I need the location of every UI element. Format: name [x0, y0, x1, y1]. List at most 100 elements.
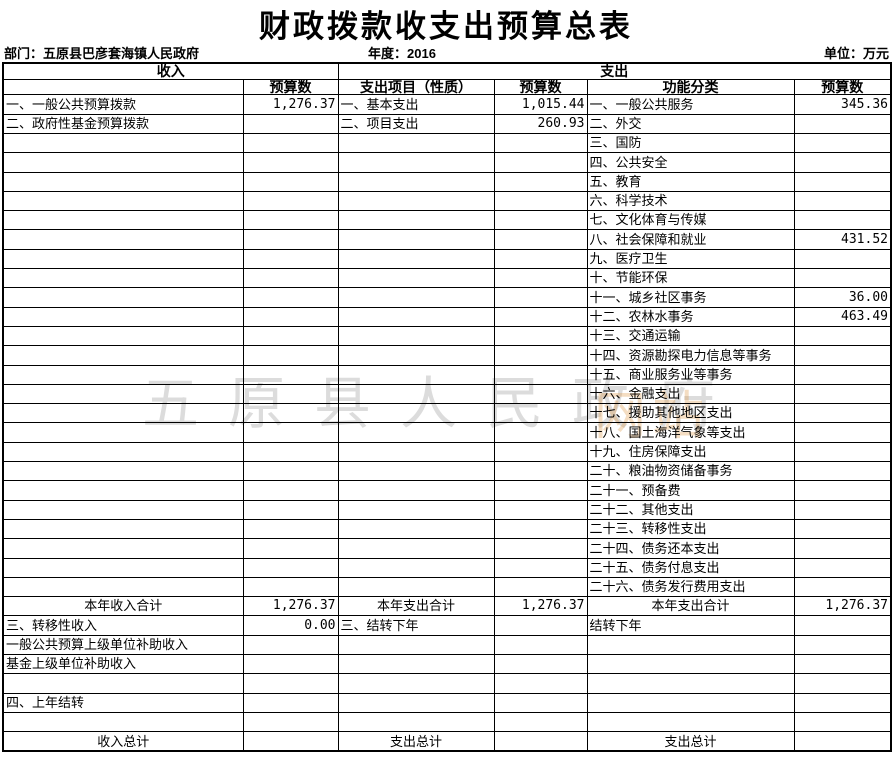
cell-item-value: [493, 190, 588, 212]
table-row: 十七、援助其他地区支出: [2, 403, 892, 424]
cell-item-label: [337, 248, 495, 270]
cell-func-label: 一、一般公共服务: [586, 94, 795, 115]
cell-item-label: [337, 171, 495, 192]
cell-func-value: 1,276.37: [793, 596, 892, 617]
income-budget-header: 预算数: [242, 78, 339, 96]
cell-item-value: [493, 518, 588, 540]
cell-func-label: 十七、援助其他地区支出: [586, 403, 795, 424]
cell-func-label: 十九、住房保障支出: [586, 441, 795, 463]
cell-income-label: 收入总计: [2, 731, 244, 752]
cell-func-value: [793, 132, 892, 154]
cell-income-value: [242, 480, 339, 501]
cell-item-label: [337, 711, 495, 733]
cell-item-value: [493, 634, 588, 655]
group-header-row: 收入 支出: [2, 62, 892, 80]
budget-table-body: 收入 支出 预算数 支出项目（性质） 预算数 功能分类 预算数 一、一般公共预算…: [2, 62, 892, 752]
cell-income-value: [242, 171, 339, 192]
table-row: 八、社会保障和就业 431.52: [2, 229, 892, 250]
cell-func-value: [793, 538, 892, 559]
cell-item-label: [337, 152, 495, 173]
table-row: 收入总计 支出总计 支出总计: [2, 731, 892, 752]
cell-income-label: [2, 576, 244, 598]
table-row: [2, 673, 892, 694]
cell-func-value: [793, 345, 892, 366]
table-row: 本年收入合计 1,276.37 本年支出合计 1,276.37 本年支出合计 1,276.…: [2, 596, 892, 617]
cell-func-value: [793, 461, 892, 482]
cell-func-value: [793, 364, 892, 385]
table-row: 二十二、其他支出: [2, 499, 892, 520]
cell-func-value: [793, 403, 892, 424]
cell-income-label: [2, 306, 244, 327]
cell-item-value: [493, 248, 588, 270]
cell-func-value: [793, 171, 892, 192]
cell-income-value: [242, 268, 339, 289]
cell-income-value: 0.00: [242, 615, 339, 636]
cell-item-value: [493, 441, 588, 463]
table-row: 九、医疗卫生: [2, 248, 892, 270]
cell-income-label: 一般公共预算上级单位补助收入: [2, 634, 244, 655]
cell-func-value: [793, 152, 892, 173]
cell-func-value: 431.52: [793, 229, 892, 250]
page-title: 财政拨款收支出预算总表: [259, 9, 633, 44]
cell-item-value: [493, 711, 588, 733]
cell-func-value: [793, 383, 892, 405]
cell-item-value: [493, 171, 588, 192]
cell-item-value: [493, 325, 588, 347]
table-row: 二、政府性基金预算拨款 二、项目支出 260.93 二、外交: [2, 113, 892, 134]
cell-func-value: [793, 422, 892, 443]
cell-func-label: 二十一、预备费: [586, 480, 795, 501]
table-row: 基金上级单位补助收入: [2, 653, 892, 675]
cell-func-label: 十一、城乡社区事务: [586, 287, 795, 308]
cell-item-label: [337, 345, 495, 366]
cell-func-value: [793, 268, 892, 289]
cell-income-value: [242, 422, 339, 443]
cell-item-label: [337, 132, 495, 154]
cell-income-value: [242, 518, 339, 540]
cell-item-label: [337, 190, 495, 212]
cell-item-label: [337, 576, 495, 598]
table-row: 六、科学技术: [2, 190, 892, 212]
cell-func-value: [793, 576, 892, 598]
cell-income-value: [242, 248, 339, 270]
func-budget-header: 预算数: [793, 78, 892, 96]
table-row: 四、公共安全: [2, 152, 892, 173]
table-row: 十六、金融支出: [2, 383, 892, 405]
cell-income-label: [2, 461, 244, 482]
cell-income-label: 四、上年结转: [2, 692, 244, 713]
cell-item-label: 支出总计: [337, 731, 495, 752]
cell-income-label: [2, 287, 244, 308]
table-row: 二十、粮油物资储备事务: [2, 461, 892, 482]
table-row: 二十四、债务还本支出: [2, 538, 892, 559]
cell-func-label: 二十三、转移性支出: [586, 518, 795, 540]
cell-item-label: [337, 364, 495, 385]
cell-item-label: [337, 229, 495, 250]
cell-item-value: [493, 152, 588, 173]
cell-income-value: [242, 132, 339, 154]
cell-func-value: [793, 210, 892, 231]
table-row: 二十一、预备费: [2, 480, 892, 501]
cell-item-label: [337, 634, 495, 655]
table-row: 十一、城乡社区事务 36.00: [2, 287, 892, 308]
cell-func-value: [793, 499, 892, 520]
cell-income-value: [242, 634, 339, 655]
income-group-header: 收入: [2, 62, 339, 80]
cell-item-label: [337, 287, 495, 308]
expenditure-group-header: 支出: [337, 62, 892, 80]
unit-label: 单位：万元: [823, 46, 889, 61]
cell-func-value: 345.36: [793, 94, 892, 115]
cell-func-label: 二十五、债务付息支出: [586, 557, 795, 578]
cell-income-value: [242, 538, 339, 559]
cell-item-value: 1,276.37: [493, 596, 588, 617]
table-row: 十九、住房保障支出: [2, 441, 892, 463]
table-row: 十四、资源勘探电力信息等事务: [2, 345, 892, 366]
table-row: 十三、交通运输: [2, 325, 892, 347]
cell-income-value: [242, 345, 339, 366]
cell-func-value: [793, 190, 892, 212]
cell-func-value: [793, 480, 892, 501]
cell-income-label: 本年收入合计: [2, 596, 244, 617]
cell-func-label: 十四、资源勘探电力信息等事务: [586, 345, 795, 366]
cell-func-value: [793, 615, 892, 636]
cell-income-label: 二、政府性基金预算拨款: [2, 113, 244, 134]
table-row: 七、文化体育与传媒: [2, 210, 892, 231]
